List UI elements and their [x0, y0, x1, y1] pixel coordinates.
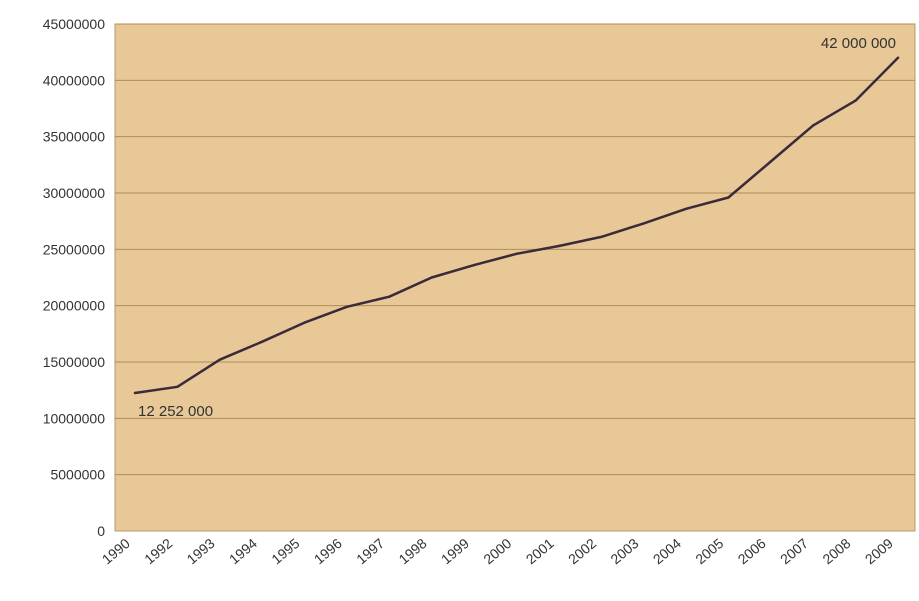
plot-area	[114, 23, 916, 532]
data-point	[896, 56, 900, 59]
y-tick-label: 15000000	[43, 354, 106, 370]
x-tick-label: 1999	[438, 535, 472, 567]
data-point	[854, 99, 857, 102]
gridlines	[115, 23, 915, 476]
y-tick-label: 45000000	[43, 16, 106, 32]
data-point	[684, 207, 688, 210]
x-tick-label: 1997	[353, 535, 387, 567]
data-point	[133, 391, 137, 395]
x-tick-label: 1990	[99, 535, 133, 567]
data-point	[472, 263, 476, 267]
y-tick-label: 10000000	[43, 410, 106, 426]
data-annotations: 12 252 000 42 000 000	[138, 35, 896, 420]
series-lines	[133, 56, 900, 395]
x-tick-label: 2002	[565, 535, 599, 567]
x-tick-label: 2004	[650, 535, 684, 567]
y-tick-label: 5000000	[50, 467, 105, 483]
x-tick-label: 2008	[819, 535, 853, 567]
x-tick-label: 1994	[226, 535, 260, 567]
data-point	[388, 295, 391, 298]
data-point	[727, 196, 730, 199]
data-label: 42 000 000	[821, 35, 896, 52]
x-tick-label: 1996	[311, 535, 345, 567]
x-tick-label: 2006	[735, 535, 769, 567]
data-point	[345, 305, 349, 308]
x-tick-label: 1993	[184, 535, 218, 567]
x-tick-label: 1995	[268, 535, 302, 567]
y-tick-label: 0	[97, 523, 105, 539]
data-point	[515, 252, 518, 256]
x-tick-label: 2005	[692, 535, 726, 567]
x-tick-label: 2000	[480, 535, 514, 567]
x-tick-label: 1992	[141, 535, 175, 567]
x-tick-label: 2001	[523, 535, 557, 567]
data-point	[812, 124, 815, 127]
data-point	[176, 385, 179, 388]
data-label: 12 252 000	[138, 403, 213, 420]
x-tick-label: 2003	[607, 535, 641, 567]
x-tick-label: 2009	[862, 535, 896, 567]
data-point	[600, 235, 603, 239]
y-tick-label: 35000000	[43, 129, 106, 145]
y-tick-label: 40000000	[43, 72, 106, 88]
data-point	[260, 340, 264, 343]
y-axis-tick-labels: 0 5000000 10000000 15000000 20000000 25000000…	[43, 16, 106, 539]
y-tick-label: 30000000	[43, 185, 106, 201]
x-tick-label: 1998	[395, 535, 429, 567]
data-point	[769, 160, 773, 163]
data-point	[218, 358, 221, 361]
y-tick-label: 20000000	[43, 298, 106, 314]
data-point	[303, 321, 306, 324]
data-point	[557, 244, 561, 248]
y-tick-label: 25000000	[43, 241, 106, 257]
data-point	[642, 222, 645, 225]
x-tick-label: 2007	[777, 535, 811, 567]
x-axis-tick-labels: 1990 1992 1993 1994 1995 1996 1997 1998 1999 2000…	[99, 535, 896, 567]
data-point	[430, 276, 433, 279]
